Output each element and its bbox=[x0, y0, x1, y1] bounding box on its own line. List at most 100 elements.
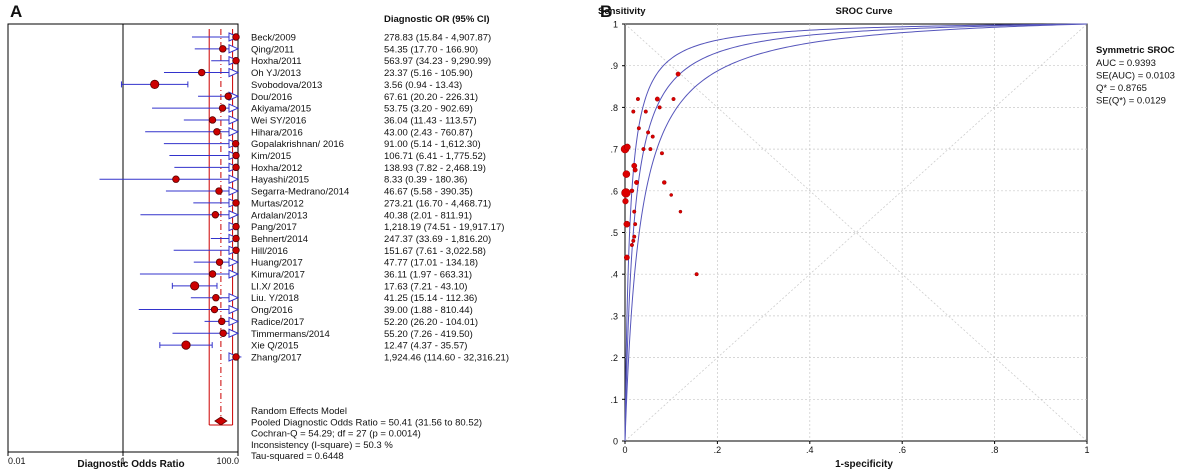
study-point bbox=[231, 139, 240, 148]
study-ci-value: 41.25 (15.14 - 112.36) bbox=[384, 293, 477, 304]
study-ci-arrow bbox=[228, 304, 240, 315]
study-point bbox=[678, 209, 683, 214]
study-point bbox=[213, 128, 221, 136]
study-ci-value: 106.71 (6.41 - 1,775.52) bbox=[384, 151, 486, 162]
stats-line: AUC = 0.9393 bbox=[1096, 58, 1156, 69]
x-tick-label: 1 bbox=[1084, 445, 1089, 455]
y-tick-label: .8 bbox=[610, 103, 618, 113]
study-point bbox=[197, 68, 206, 77]
study-point bbox=[632, 234, 637, 239]
study-point bbox=[694, 272, 699, 277]
study-point bbox=[232, 151, 240, 160]
study-point bbox=[629, 243, 634, 248]
study-ci-arrow bbox=[228, 186, 240, 196]
study-point bbox=[623, 220, 631, 228]
study-ci-arrow bbox=[228, 174, 240, 184]
study-name: Segarra-Medrano/2014 bbox=[251, 187, 349, 198]
x-tick-label: .4 bbox=[806, 445, 814, 455]
study-name: LI.X/ 2016 bbox=[251, 281, 294, 292]
study-point bbox=[669, 193, 673, 197]
study-point bbox=[208, 270, 217, 278]
study-point bbox=[232, 57, 240, 65]
study-point bbox=[215, 258, 224, 266]
study-ci-value: 278.83 (15.84 - 4,907.87) bbox=[384, 33, 491, 44]
x-axis-label: 1-specificity bbox=[835, 459, 893, 470]
study-point bbox=[641, 147, 646, 152]
study-name: Kimura/2017 bbox=[251, 270, 305, 281]
study-point bbox=[646, 130, 651, 135]
study-ci-arrow bbox=[228, 292, 240, 303]
study-ci-value: 23.37 (5.16 - 105.90) bbox=[384, 68, 473, 79]
y-tick-label: .4 bbox=[610, 270, 618, 280]
study-point bbox=[623, 143, 631, 151]
study-ci-value: 138.93 (7.82 - 2,468.19) bbox=[384, 163, 486, 174]
study-ci-value: 247.37 (33.69 - 1,816.20) bbox=[384, 234, 491, 245]
ci-column-header: Diagnostic OR (95% CI) bbox=[384, 14, 490, 25]
study-point bbox=[208, 116, 217, 124]
study-point bbox=[181, 340, 191, 350]
study-point bbox=[671, 97, 676, 102]
study-name: Timmermans/2014 bbox=[251, 329, 330, 340]
x-tick-label: .2 bbox=[714, 445, 722, 455]
study-ci-value: 273.21 (16.70 - 4,468.71) bbox=[384, 198, 491, 209]
study-name: Hayashi/2015 bbox=[251, 175, 309, 186]
y-tick-label: 1 bbox=[613, 20, 618, 30]
stats-title: Symmetric SROC bbox=[1096, 45, 1175, 56]
y-tick-label: .7 bbox=[610, 145, 618, 155]
study-point bbox=[631, 238, 636, 243]
study-name: Hoxha/2011 bbox=[251, 56, 302, 67]
study-name: Beck/2009 bbox=[251, 33, 296, 44]
x-tick-label: .8 bbox=[991, 445, 999, 455]
study-ci-arrow bbox=[228, 209, 240, 220]
study-ci-arrow bbox=[228, 103, 240, 113]
study-ci-value: 47.77 (17.01 - 134.18) bbox=[384, 258, 478, 269]
study-ci-arrow bbox=[228, 316, 240, 327]
study-point bbox=[631, 162, 638, 169]
study-point bbox=[232, 246, 240, 254]
stats-line: SE(AUC) = 0.0103 bbox=[1096, 71, 1175, 82]
study-name: Svobodova/2013 bbox=[251, 80, 322, 91]
x-tick-label-1: 1 bbox=[120, 456, 125, 466]
study-point bbox=[657, 105, 662, 110]
study-point bbox=[232, 33, 240, 41]
study-point bbox=[622, 198, 629, 205]
study-name: Zhang/2017 bbox=[251, 352, 302, 363]
study-point bbox=[218, 317, 226, 326]
study-point bbox=[650, 134, 655, 139]
study-point bbox=[190, 281, 200, 291]
study-point bbox=[632, 209, 637, 214]
panel-label-b: B bbox=[600, 2, 613, 21]
x-tick-label: 0 bbox=[622, 445, 627, 455]
y-tick-label: .9 bbox=[610, 61, 618, 71]
study-ci-value: 40.38 (2.01 - 811.91) bbox=[384, 210, 472, 221]
study-name: Murtas/2012 bbox=[251, 198, 304, 209]
study-name: Pang/2017 bbox=[251, 222, 297, 233]
study-ci-value: 36.04 (11.43 - 113.57) bbox=[384, 115, 477, 126]
study-point bbox=[211, 211, 220, 219]
study-ci-value: 55.20 (7.26 - 419.50) bbox=[384, 329, 473, 340]
study-point bbox=[633, 222, 638, 227]
study-ci-arrow bbox=[228, 328, 240, 339]
study-ci-value: 52.20 (26.20 - 104.01) bbox=[384, 317, 478, 328]
study-ci-value: 1,924.46 (114.60 - 32,316.21) bbox=[384, 352, 509, 363]
study-name: Xie Q/2015 bbox=[251, 341, 299, 352]
stats-line: Q* = 0.8765 bbox=[1096, 83, 1147, 94]
study-name: Oh YJ/2013 bbox=[251, 68, 301, 79]
study-name: Dou/2016 bbox=[251, 92, 292, 103]
study-point bbox=[172, 175, 180, 183]
study-ci-value: 91.00 (5.14 - 1,612.30) bbox=[384, 139, 481, 150]
study-name: Ong/2016 bbox=[251, 305, 293, 316]
study-point bbox=[215, 187, 223, 195]
study-ci-arrow bbox=[228, 115, 240, 125]
study-name: Liu. Y/2018 bbox=[251, 293, 299, 304]
x-tick-label: .6 bbox=[898, 445, 906, 455]
study-ci-value: 36.11 (1.97 - 663.31) bbox=[384, 270, 472, 281]
study-point bbox=[636, 126, 641, 131]
study-point bbox=[648, 147, 653, 152]
study-ci-value: 67.61 (20.20 - 226.31) bbox=[384, 92, 478, 103]
study-ci-value: 151.67 (7.61 - 3,022.58) bbox=[384, 246, 486, 257]
y-tick-label: .1 bbox=[610, 395, 618, 405]
study-point bbox=[675, 71, 681, 77]
y-tick-label: .6 bbox=[610, 186, 618, 196]
study-name: Huang/2017 bbox=[251, 258, 303, 269]
